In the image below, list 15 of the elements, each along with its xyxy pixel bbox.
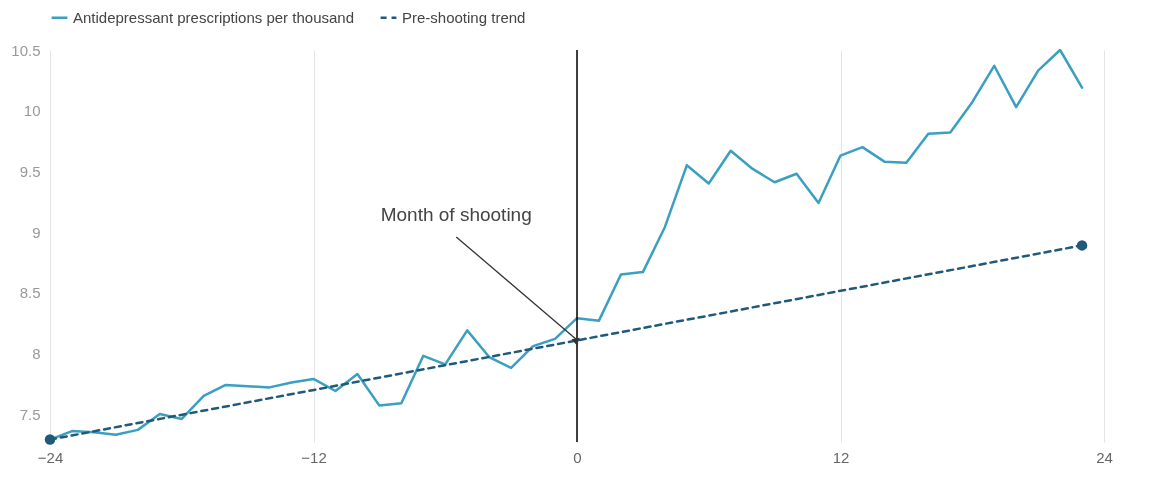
y-tick-label: 10 — [23, 102, 41, 120]
y-tick-label: 8.5 — [19, 284, 41, 302]
y-tick-label: 7.5 — [19, 405, 41, 423]
annotation: Month of shooting — [380, 203, 532, 225]
x-tick-label: 24 — [1096, 448, 1113, 466]
x-tick-label: 0 — [573, 448, 582, 466]
y-tick-label: 8 — [32, 344, 41, 362]
x-tick-label: 12 — [832, 448, 850, 466]
y-tick-label: 10.5 — [11, 41, 41, 59]
x-tick-label: −24 — [37, 448, 64, 466]
y-tick-label: 9.5 — [19, 162, 41, 180]
x-tick-label: −12 — [301, 448, 327, 466]
legend-label: Antidepressant prescriptions per thousand — [73, 8, 355, 26]
y-tick-label: 9 — [32, 223, 41, 241]
legend-label: Pre-shooting trend — [402, 8, 526, 26]
